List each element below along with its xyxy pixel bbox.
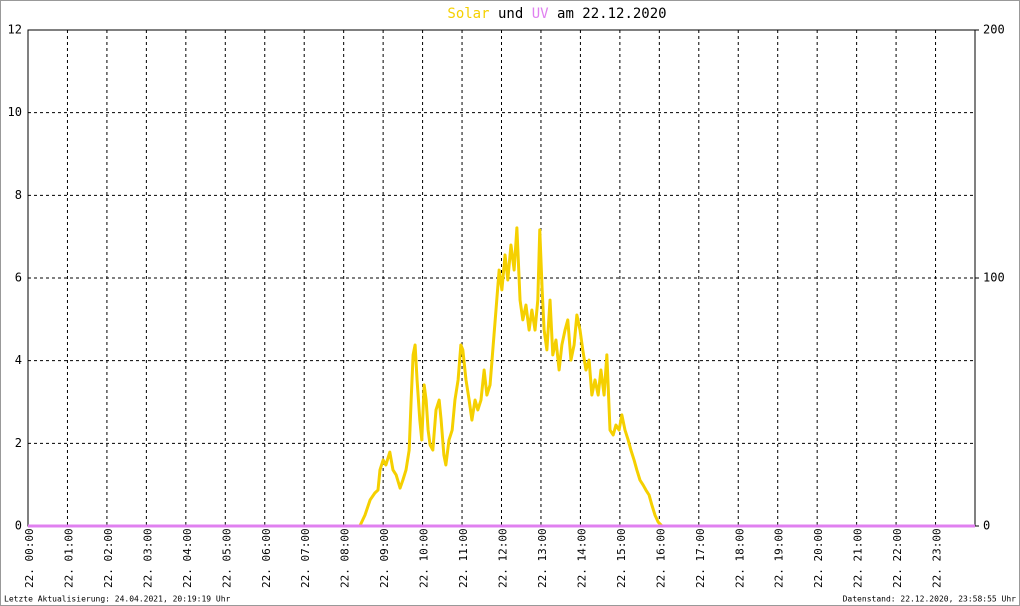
chart-title: Solar und UV am 22.12.2020 <box>447 6 666 22</box>
y2-tick-label: 0 <box>983 519 990 533</box>
footer-right: Datenstand: 22.12.2020, 23:58:55 Uhr <box>843 595 1017 604</box>
title-text: am 22.12.2020 <box>557 6 667 22</box>
x-tick-label: 22. 07:00 <box>299 528 312 588</box>
x-tick-label: 22. 22:00 <box>891 528 904 588</box>
x-tick-label: 22. 06:00 <box>260 528 273 588</box>
title-text: und <box>498 6 523 22</box>
y2-tick-label: 200 <box>983 23 1005 37</box>
y2-tick-label: 100 <box>983 271 1005 285</box>
x-tick-label: 22. 02:00 <box>102 528 115 588</box>
x-tick-label: 22. 12:00 <box>497 528 510 588</box>
y-tick-label: 8 <box>15 188 22 202</box>
x-tick-label: 22. 14:00 <box>575 528 588 588</box>
x-tick-label: 22. 05:00 <box>220 528 233 588</box>
x-tick-label: 22. 11:00 <box>457 528 470 588</box>
x-tick-label: 22. 16:00 <box>654 528 667 588</box>
y-tick-label: 12 <box>8 23 22 37</box>
x-tick-label: 22. 21:00 <box>852 528 865 588</box>
y-tick-label: 0 <box>15 519 22 533</box>
x-tick-label: 22. 04:00 <box>181 528 194 588</box>
x-tick-label: 22. 09:00 <box>378 528 391 588</box>
x-tick-label: 22. 00:00 <box>23 528 36 588</box>
y-tick-label: 2 <box>15 436 22 450</box>
title-series-name: Solar <box>447 6 489 22</box>
x-tick-label: 22. 01:00 <box>62 528 75 588</box>
x-tick-label: 22. 08:00 <box>339 528 352 588</box>
y-tick-label: 4 <box>15 353 22 367</box>
y-tick-label: 10 <box>8 105 22 119</box>
x-tick-label: 22. 23:00 <box>931 528 944 588</box>
data-line <box>28 226 975 528</box>
title-series-name: UV <box>532 6 549 22</box>
x-tick-label: 22. 10:00 <box>418 528 431 588</box>
x-tick-label: 22. 17:00 <box>694 528 707 588</box>
y-tick-label: 6 <box>15 271 22 285</box>
x-tick-label: 22. 19:00 <box>773 528 786 588</box>
x-tick-label: 22. 13:00 <box>536 528 549 588</box>
footer-left: Letzte Aktualisierung: 24.04.2021, 20:19… <box>4 595 231 604</box>
x-tick-label: 22. 03:00 <box>141 528 154 588</box>
x-tick-label: 22. 18:00 <box>733 528 746 588</box>
x-tick-label: 22. 20:00 <box>812 528 825 588</box>
x-tick-label: 22. 15:00 <box>615 528 628 588</box>
